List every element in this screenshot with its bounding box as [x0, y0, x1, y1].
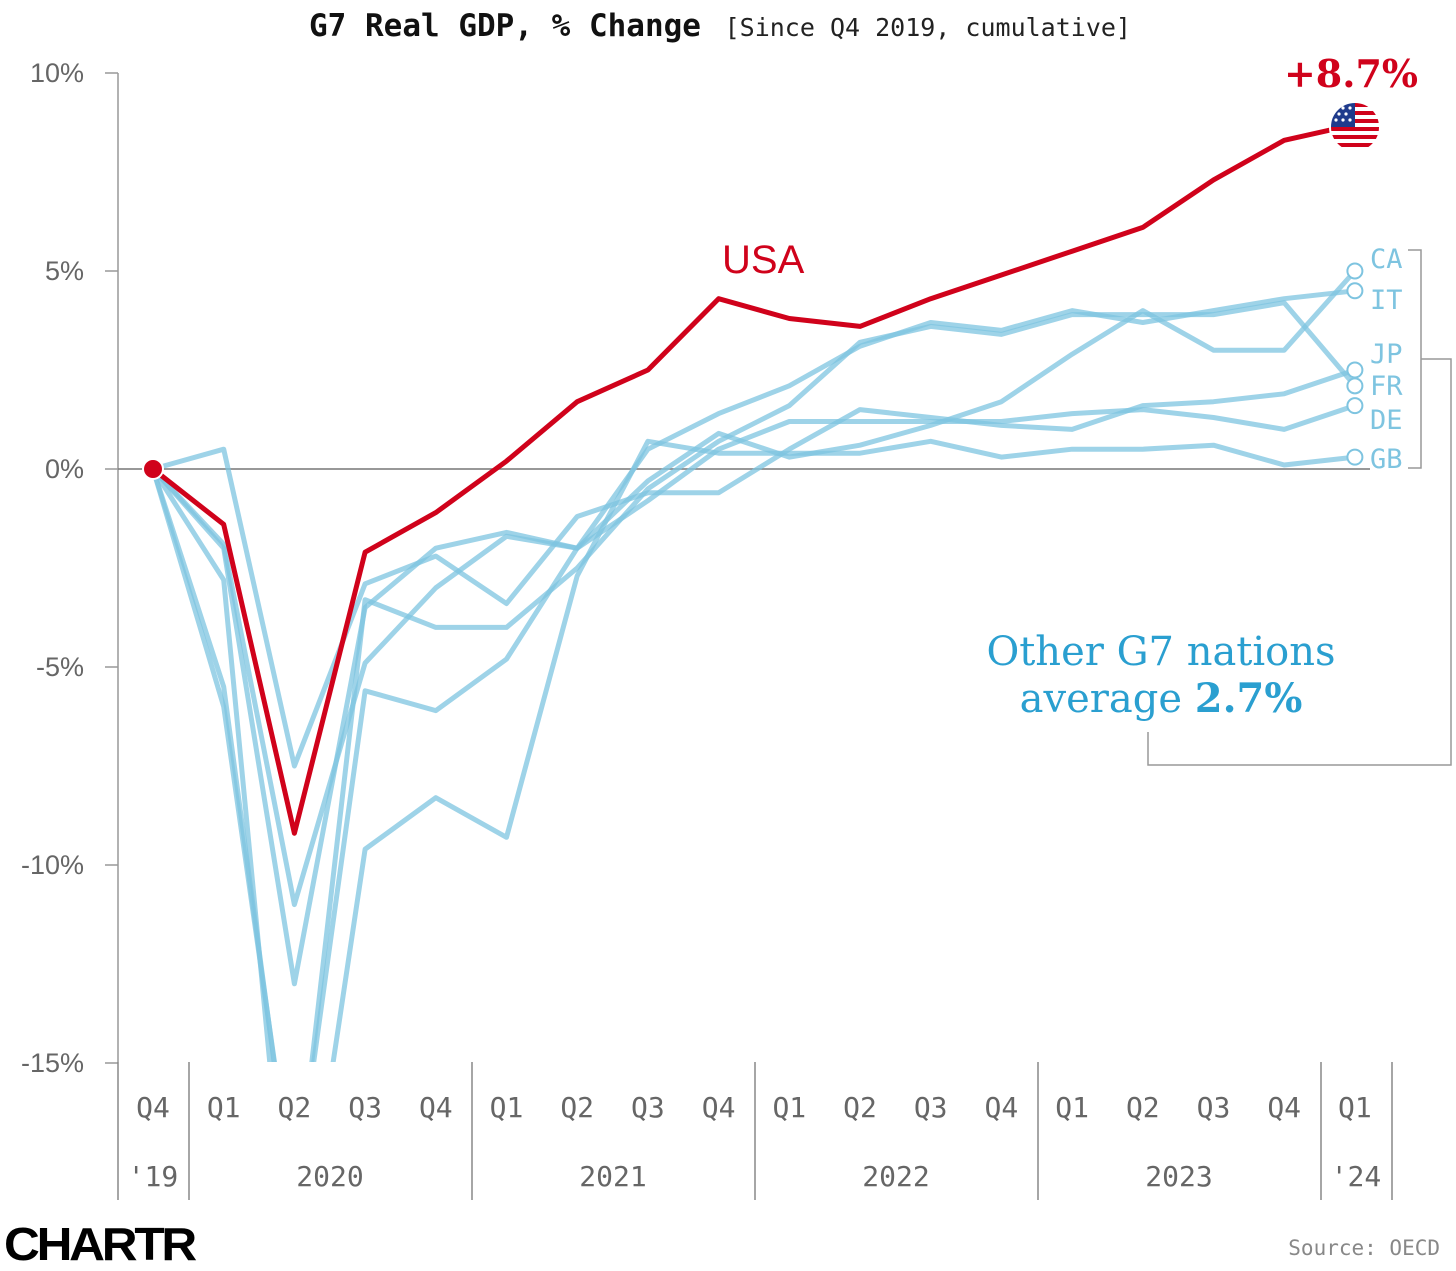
chart-title: G7 Real GDP, % Change [Since Q4 2019, cu… — [309, 8, 1131, 44]
year-label: 2023 — [1145, 1160, 1212, 1193]
usa-label: USA — [722, 238, 805, 282]
usa-start-marker — [142, 458, 164, 480]
year-label: '24 — [1331, 1160, 1382, 1193]
x-tick-label: Q3 — [348, 1091, 382, 1124]
x-tick-label: Q3 — [1197, 1091, 1231, 1124]
series-group — [150, 122, 1358, 1062]
x-tick-label: Q1 — [1055, 1091, 1089, 1124]
series-line-de — [150, 403, 1358, 908]
year-label: 2022 — [862, 1160, 929, 1193]
title-main: G7 Real GDP, % Change — [309, 8, 701, 44]
x-tick-label: Q2 — [278, 1091, 312, 1124]
y-tick-label: 10% — [30, 58, 84, 88]
source-text: Source: OECD — [1288, 1236, 1440, 1260]
x-tick-label: Q4 — [419, 1091, 453, 1124]
year-label: '19 — [128, 1160, 179, 1193]
country-label-it: IT — [1370, 285, 1403, 316]
x-tick-label: Q3 — [631, 1091, 665, 1124]
y-tick-label: 0% — [45, 454, 84, 484]
y-tick-label: -5% — [36, 652, 84, 682]
x-tick-label: Q2 — [560, 1091, 594, 1124]
end-marker-gb — [1346, 448, 1364, 466]
series-line-ca — [150, 268, 1358, 987]
x-tick-label: Q4 — [136, 1091, 170, 1124]
us-flag-icon — [1330, 102, 1380, 152]
x-tick-label: Q2 — [1126, 1091, 1160, 1124]
chartr-logo: CHARTR — [4, 1218, 200, 1270]
x-tick-label: Q4 — [985, 1091, 1019, 1124]
country-label-ca: CA — [1370, 244, 1403, 275]
x-tick-label: Q4 — [702, 1091, 736, 1124]
end-marker-fr — [1346, 377, 1364, 395]
year-label: 2021 — [579, 1160, 646, 1193]
y-tick-label: 5% — [45, 256, 84, 286]
end-marker-it — [1346, 282, 1364, 300]
x-tick-label: Q2 — [843, 1091, 877, 1124]
other-nations-line2: average 2.7% — [1020, 675, 1303, 722]
country-label-jp: JP — [1370, 339, 1403, 370]
x-tick-label: Q1 — [772, 1091, 806, 1124]
end-marker-ca — [1346, 262, 1364, 280]
avg-bracket — [1147, 358, 1452, 766]
top-bracket — [1408, 249, 1422, 469]
x-tick-label: Q1 — [207, 1091, 241, 1124]
series-line-fr — [150, 300, 1358, 1062]
series-line-it — [150, 288, 1358, 1062]
other-nations-prefix: average — [1020, 676, 1195, 722]
series-line-jp — [150, 367, 1358, 769]
end-marker-de — [1346, 397, 1364, 415]
other-nations-line1: Other G7 nations — [986, 629, 1335, 675]
series-line-gb — [150, 438, 1358, 1062]
y-tick-label: -10% — [21, 850, 84, 880]
y-tick-label: -15% — [21, 1048, 84, 1078]
y-ticks: 10% 5% 0% -5% -10% -15% — [21, 58, 118, 1078]
x-axis: Q4 Q1 Q2 Q3 Q4 Q1 Q2 Q3 Q4 Q1 Q2 Q3 Q4 Q1 Q2 Q3 Q4 Q1 '19 2… — [117, 1062, 1393, 1200]
title-subtitle: [Since Q4 2019, cumulative] — [725, 13, 1131, 42]
other-nations-average: 2.7% — [1195, 675, 1303, 722]
year-label: 2020 — [296, 1160, 363, 1193]
x-tick-label: Q1 — [1338, 1091, 1372, 1124]
country-label-fr: FR — [1370, 371, 1403, 402]
x-tick-label: Q4 — [1267, 1091, 1301, 1124]
series-line-usa — [150, 122, 1358, 836]
usa-final-value: +8.7% — [1284, 51, 1418, 96]
brand-text: CHARTR — [4, 1218, 197, 1270]
country-label-gb: GB — [1370, 444, 1403, 475]
x-tick-label: Q1 — [490, 1091, 524, 1124]
x-tick-label: Q3 — [914, 1091, 948, 1124]
end-marker-jp — [1346, 361, 1364, 379]
country-label-de: DE — [1370, 405, 1403, 436]
